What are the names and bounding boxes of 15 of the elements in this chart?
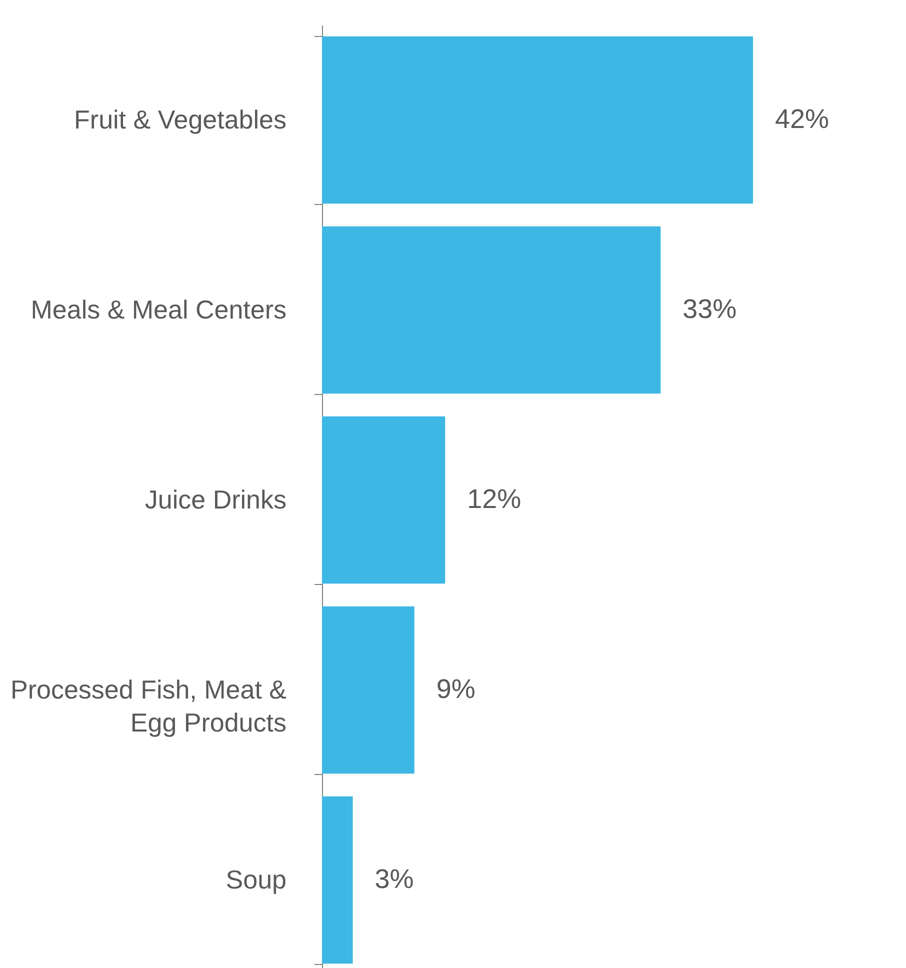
data-label: 12% <box>467 484 522 514</box>
bar <box>322 36 753 204</box>
y-tick-label: Soup <box>226 864 286 894</box>
data-label: 9% <box>436 674 476 704</box>
bar <box>322 416 446 584</box>
data-label: 33% <box>682 294 737 324</box>
bar <box>322 226 661 394</box>
data-label: 3% <box>374 864 414 894</box>
bar <box>322 606 414 774</box>
y-tick-label: Fruit & Vegetables <box>74 104 286 134</box>
y-tick-label: Juice Drinks <box>144 484 286 514</box>
y-tick-label: Processed Fish, Meat & Egg Products <box>10 674 286 738</box>
data-label: 42% <box>775 104 830 134</box>
bar <box>322 796 353 964</box>
y-tick-label: Meals & Meal Centers <box>30 294 286 324</box>
